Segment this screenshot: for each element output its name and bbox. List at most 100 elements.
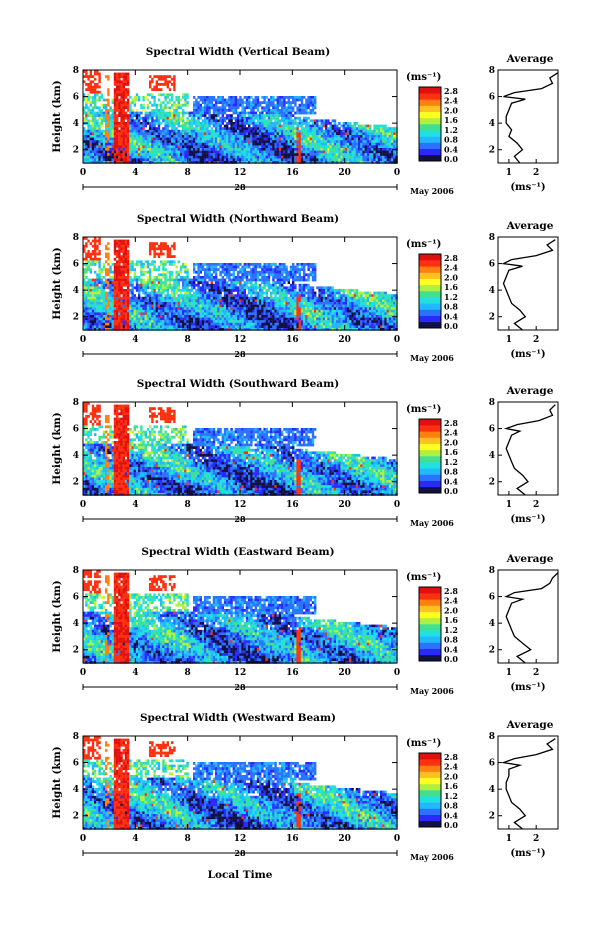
colorbar-tick-label: 0.4 xyxy=(444,476,458,486)
colorbar-tick-label: 0.0 xyxy=(444,486,458,496)
panel-title: Spectral Width (Southward Beam) xyxy=(137,378,339,390)
colorbar-swatch xyxy=(419,790,441,796)
colorbar-swatch xyxy=(419,87,441,93)
colorbar-swatch xyxy=(419,809,441,815)
avg-x-tick-label: 2 xyxy=(533,500,539,510)
colorbar-tick-label: 2.0 xyxy=(444,605,458,615)
colorbar: 2.82.42.01.61.20.80.40.0 xyxy=(419,752,458,830)
x-tick-label: 8 xyxy=(185,500,191,510)
y-axis-label: Height (km) xyxy=(51,412,63,484)
x-tick-label: 0 xyxy=(394,834,400,844)
colorbar-swatch xyxy=(419,599,441,605)
y-tick-label: 4 xyxy=(73,785,79,795)
y-axis-label: Height (km) xyxy=(51,746,63,818)
x-tick-label: 20 xyxy=(338,335,351,345)
avg-y-tick-label: 4 xyxy=(489,119,495,129)
x-tick-label: 8 xyxy=(185,668,191,678)
colorbar-swatch xyxy=(419,316,441,322)
colorbar-tick-label: 0.0 xyxy=(444,154,458,164)
colorbar-unit-label: (ms⁻¹) xyxy=(406,239,441,250)
x-tick-label: 16 xyxy=(286,834,299,844)
avg-x-axis-label: (ms⁻¹) xyxy=(510,848,545,859)
colorbar-tick-label: 0.0 xyxy=(444,654,458,664)
y-tick-label: 4 xyxy=(73,619,79,629)
colorbar-tick-label: 2.8 xyxy=(444,418,458,428)
colorbar-tick-label: 0.4 xyxy=(444,311,458,321)
colorbar-swatch xyxy=(419,106,441,112)
colorbar-swatch xyxy=(419,456,441,462)
y-tick-label: 8 xyxy=(73,566,79,576)
colorbar-swatch xyxy=(419,468,441,474)
heatmap-cells xyxy=(83,402,398,496)
avg-x-tick-label: 1 xyxy=(506,834,512,844)
y-tick-label: 2 xyxy=(73,146,79,156)
avg-y-tick-label: 4 xyxy=(489,619,495,629)
colorbar-swatch xyxy=(419,285,441,291)
colorbar-tick-label: 2.4 xyxy=(444,596,458,606)
avg-x-axis-label: (ms⁻¹) xyxy=(510,349,545,360)
average-profile-line xyxy=(504,240,556,330)
y-tick-label: 2 xyxy=(73,313,79,323)
chart-panel-3: Spectral Width (Eastward Beam)2468Height… xyxy=(51,546,558,696)
colorbar-swatch xyxy=(419,475,441,481)
avg-y-tick-label: 2 xyxy=(489,146,495,156)
panel-title: Spectral Width (Westward Beam) xyxy=(140,712,336,724)
colorbar-swatch xyxy=(419,260,441,266)
x-tick-label: 12 xyxy=(234,335,247,345)
colorbar-unit-label: (ms⁻¹) xyxy=(406,572,441,583)
colorbar-swatch xyxy=(419,99,441,105)
avg-x-tick-label: 1 xyxy=(506,168,512,178)
average-title: Average xyxy=(506,719,554,731)
colorbar-tick-label: 1.2 xyxy=(444,625,458,635)
colorbar-swatch xyxy=(419,765,441,771)
x-tick-label: 0 xyxy=(394,500,400,510)
colorbar-swatch xyxy=(419,310,441,316)
y-tick-label: 6 xyxy=(73,425,79,435)
colorbar-tick-label: 1.6 xyxy=(444,447,458,457)
avg-y-tick-label: 2 xyxy=(489,313,495,323)
avg-y-tick-label: 6 xyxy=(489,593,495,603)
colorbar-tick-label: 0.4 xyxy=(444,144,458,154)
colorbar-swatch xyxy=(419,297,441,303)
date-label: 28 xyxy=(234,349,246,359)
y-tick-label: 2 xyxy=(73,812,79,822)
x-tick-label: 0 xyxy=(80,335,86,345)
colorbar-swatch xyxy=(419,438,441,444)
chart-panel-1: Spectral Width (Northward Beam)2468Heigh… xyxy=(51,213,558,363)
colorbar-swatch xyxy=(419,815,441,821)
x-tick-label: 4 xyxy=(132,168,138,178)
date-month-label: May 2006 xyxy=(410,353,454,363)
x-tick-label: 0 xyxy=(80,834,86,844)
x-tick-label: 12 xyxy=(234,500,247,510)
colorbar: 2.82.42.01.61.20.80.40.0 xyxy=(419,253,458,331)
panel-title: Spectral Width (Vertical Beam) xyxy=(146,46,330,58)
avg-x-tick-label: 1 xyxy=(506,668,512,678)
figure-canvas: Spectral Width (Vertical Beam) 2 4 6 8 Height… xyxy=(0,0,610,929)
colorbar-tick-label: 0.8 xyxy=(444,801,458,811)
colorbar-swatch xyxy=(419,753,441,759)
heatmap-cells xyxy=(83,70,398,164)
colorbar-swatch xyxy=(419,606,441,612)
x-tick-label: 16 xyxy=(286,335,299,345)
colorbar-swatch xyxy=(419,784,441,790)
x-tick-label: 20 xyxy=(338,500,351,510)
date-label: 28 xyxy=(234,514,246,524)
avg-y-tick-label: 8 xyxy=(489,233,495,243)
y-tick-label: 8 xyxy=(73,66,79,76)
x-tick-label: 4 xyxy=(132,500,138,510)
x-tick-label: 0 xyxy=(80,500,86,510)
colorbar-tick-label: 2.8 xyxy=(444,86,458,96)
x-tick-label: 0 xyxy=(394,168,400,178)
colorbar-swatch xyxy=(419,612,441,618)
colorbar-swatch xyxy=(419,273,441,279)
colorbar-swatch xyxy=(419,130,441,136)
colorbar-swatch xyxy=(419,254,441,260)
colorbar-unit-label: (ms⁻¹) xyxy=(406,72,441,83)
avg-x-tick-label: 2 xyxy=(533,668,539,678)
avg-y-tick-label: 4 xyxy=(489,286,495,296)
x-tick-label: 8 xyxy=(185,168,191,178)
average-profile-line xyxy=(504,73,559,163)
colorbar-tick-label: 1.2 xyxy=(444,457,458,467)
panel-title: Spectral Width (Eastward Beam) xyxy=(141,546,334,558)
y-tick-label: 4 xyxy=(73,451,79,461)
